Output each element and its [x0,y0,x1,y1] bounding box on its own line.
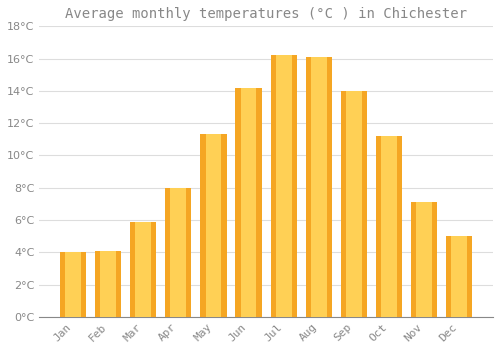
Bar [311,57,326,317]
Bar [170,188,186,317]
Bar [200,134,226,317]
Bar [270,55,297,317]
Bar [130,222,156,317]
Bar [236,88,262,317]
Bar [165,188,192,317]
Bar [306,57,332,317]
Bar [95,251,122,317]
Bar [376,136,402,317]
Bar [60,252,86,317]
Bar [411,202,438,317]
Bar [136,222,151,317]
Bar [65,252,81,317]
Bar [100,251,116,317]
Bar [340,91,367,317]
Bar [346,91,362,317]
Title: Average monthly temperatures (°C ) in Chichester: Average monthly temperatures (°C ) in Ch… [65,7,467,21]
Bar [446,236,472,317]
Bar [416,202,432,317]
Bar [276,55,291,317]
Bar [381,136,397,317]
Bar [240,88,256,317]
Bar [452,236,467,317]
Bar [206,134,222,317]
